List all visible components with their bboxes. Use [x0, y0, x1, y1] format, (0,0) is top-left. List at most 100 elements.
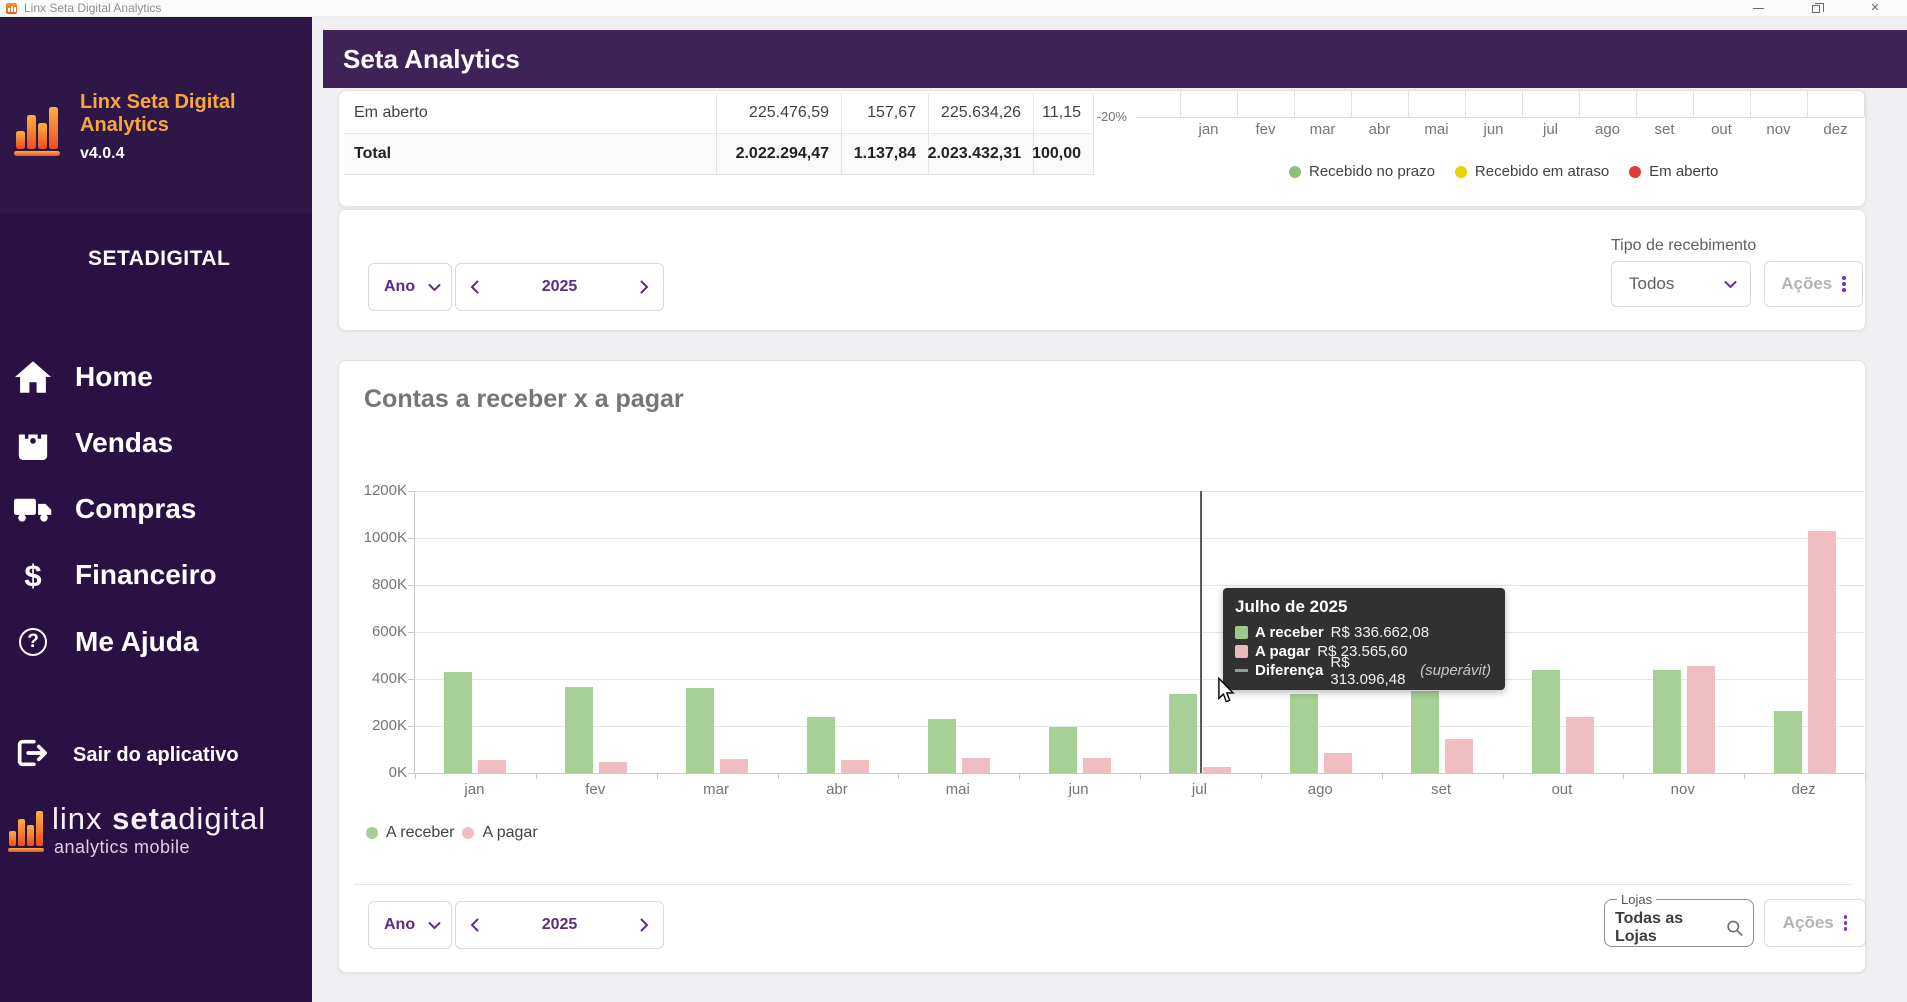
x-axis-tick [1502, 773, 1504, 779]
table-cell: 100,00 [1032, 134, 1094, 174]
chevron-left-icon[interactable] [470, 918, 479, 932]
chart-gridline [415, 632, 1864, 633]
legend-label: A pagar [482, 824, 538, 841]
y-axis-tick [408, 773, 414, 774]
close-button[interactable]: ✕ [1870, 2, 1880, 14]
x-axis-tick [535, 773, 537, 779]
mini-month-label: set [1654, 121, 1675, 138]
bar-a-pagar [599, 762, 628, 773]
help-icon: ? [14, 628, 52, 656]
period-year-value: 2025 [541, 916, 578, 933]
dollar-icon: $ [24, 557, 42, 593]
receivement-type-value: Todos [1629, 274, 1675, 293]
x-axis-label: dez [1791, 781, 1816, 798]
chart-gridline [415, 491, 1864, 492]
chart-gridline [415, 538, 1864, 539]
stores-value: Todas as Lojas [1615, 910, 1684, 945]
legend-item: Recebido em atraso [1454, 163, 1610, 180]
search-icon[interactable] [1726, 919, 1743, 937]
exit-app-button[interactable]: Sair do aplicativo [0, 735, 312, 775]
tooltip-row: A pagar R$ 23.565,60 [1235, 642, 1491, 661]
chevron-right-icon[interactable] [640, 280, 649, 294]
stores-filter[interactable]: Lojas Todas as Lojas [1604, 892, 1754, 947]
chevron-right-icon[interactable] [640, 918, 649, 932]
sidebar-item-label: Vendas [75, 427, 174, 458]
mini-chart-y-label: -20% [1096, 109, 1127, 124]
y-axis-label: 200K [371, 717, 407, 734]
mini-month-label: dez [1823, 121, 1848, 138]
payables-period-mode-select[interactable]: Ano [368, 901, 452, 949]
x-axis-tick [1260, 773, 1262, 779]
receivements-card: Em aberto 225.476,59 157,67 225.634,26 11,15… [338, 90, 1866, 207]
legend-item: A pagar [462, 824, 538, 842]
brand-wordmark: SETADIGITAL [88, 247, 231, 270]
x-axis-tick [1865, 773, 1866, 779]
actions-button[interactable]: Ações [1764, 261, 1863, 307]
sidebar-item-label: Financeiro [75, 559, 217, 590]
kebab-menu-icon [1842, 276, 1846, 292]
chevron-down-icon [428, 921, 441, 929]
window-titlebar: Linx Seta Digital Analytics ✕ [0, 0, 1907, 17]
legend-label: Recebido no prazo [1309, 163, 1435, 180]
app-version: v4.0.4 [80, 145, 125, 162]
legend-label: Recebido em atraso [1474, 163, 1610, 180]
bar-a-pagar [1324, 753, 1353, 773]
y-axis-tick [408, 632, 414, 633]
tooltip-note: (superávit) [1420, 662, 1491, 679]
x-axis-label: mar [703, 781, 729, 798]
receivement-type-select[interactable]: Todos [1611, 261, 1751, 307]
exit-icon [14, 736, 48, 775]
period-year-value: 2025 [541, 278, 578, 295]
bar-a-pagar [1203, 767, 1232, 773]
mini-grid-line [1408, 91, 1409, 117]
x-axis-label: fev [585, 781, 606, 798]
sidebar-item-home[interactable]: Home [0, 355, 312, 399]
legend-item: Recebido no prazo [1289, 163, 1435, 180]
minimize-button[interactable] [1743, 0, 1773, 17]
mini-grid-line [1351, 91, 1352, 117]
payables-period-year-nav: 2025 [455, 901, 664, 949]
table-cell: 2.022.294,47 [716, 134, 841, 174]
chart-gridline [415, 585, 1864, 586]
tooltip-label: A pagar [1255, 643, 1311, 660]
bar-a-receber [1531, 670, 1560, 773]
x-axis-tick [898, 773, 900, 779]
table-cell: 225.476,59 [716, 93, 841, 133]
sidebar-item-financeiro[interactable]: $ Financeiro [0, 553, 312, 597]
bar-a-pagar [1807, 531, 1836, 773]
x-axis-label: jan [464, 781, 485, 798]
mini-month-label: jun [1483, 121, 1504, 138]
sidebar-item-compras[interactable]: Compras [0, 487, 312, 531]
footer-bar-chart-icon [8, 803, 44, 860]
chevron-left-icon[interactable] [470, 280, 479, 294]
x-axis-tick [1140, 773, 1141, 779]
y-axis-tick [408, 726, 414, 727]
app-logo-text: Linx Seta Digital Analytics v4.0.4 [80, 91, 236, 165]
mini-grid-line [1294, 91, 1295, 117]
mini-month-label: mar [1309, 121, 1336, 138]
sidebar-item-vendas[interactable]: Vendas [0, 421, 312, 465]
mini-chart-axis [1136, 117, 1864, 118]
bar-a-receber [1169, 694, 1198, 773]
legend-dot [366, 827, 378, 839]
mini-grid-line [1465, 91, 1466, 117]
app-icon [6, 3, 17, 14]
payables-actions-button[interactable]: Ações [1764, 899, 1866, 947]
mini-grid-line [1237, 91, 1238, 117]
payables-plot [414, 491, 1866, 779]
table-row: Em aberto 225.476,59 157,67 225.634,26 11,15 [344, 93, 1094, 134]
restore-button[interactable] [1801, 0, 1831, 17]
stores-label: Lojas [1621, 892, 1653, 907]
period-year-nav: 2025 [455, 263, 664, 311]
x-axis-tick [1623, 773, 1625, 779]
legend-item: A receber [366, 824, 454, 842]
sidebar-item-me-ajuda[interactable]: ? Me Ajuda [0, 620, 312, 664]
tooltip-value: R$ 336.662,08 [1330, 624, 1430, 641]
legend-dot [462, 827, 475, 839]
chart-gridline [415, 679, 1864, 680]
x-axis-label: jun [1068, 781, 1089, 798]
period-mode-select[interactable]: Ano [368, 263, 452, 311]
chart-tooltip-rows: A receber R$ 336.662,08 A pagar R$ 23.565,6… [1235, 623, 1491, 688]
shopping-bag-icon [14, 426, 52, 460]
x-axis-label: out [1551, 781, 1573, 798]
